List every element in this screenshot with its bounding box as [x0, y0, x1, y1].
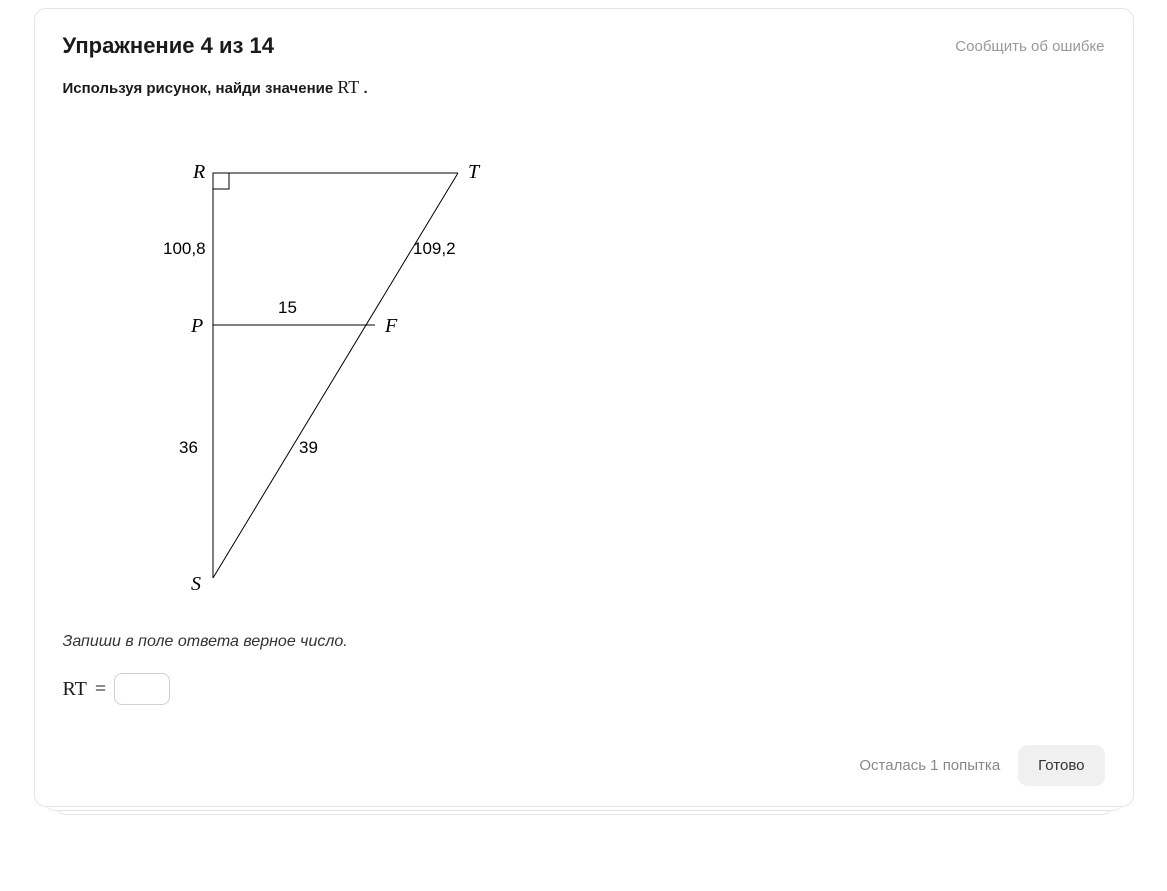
equals-sign: = [95, 678, 106, 701]
prompt-prefix: Используя рисунок, найди значение [63, 80, 338, 97]
svg-text:100,8: 100,8 [163, 239, 206, 258]
answer-row: RT = [63, 673, 1105, 705]
hint-text: Запиши в поле ответа верное число. [63, 633, 1105, 651]
exercise-card: Упражнение 4 из 14 Сообщить об ошибке Ис… [34, 8, 1134, 807]
svg-text:F: F [384, 315, 398, 337]
svg-text:15: 15 [278, 298, 297, 317]
header: Упражнение 4 из 14 Сообщить об ошибке [63, 33, 1105, 59]
svg-text:109,2: 109,2 [413, 239, 456, 258]
exercise-title: Упражнение 4 из 14 [63, 33, 274, 59]
svg-text:S: S [191, 573, 201, 595]
svg-text:T: T [468, 161, 481, 183]
report-error-link[interactable]: Сообщить об ошибке [955, 38, 1104, 55]
prompt-variable: RT [337, 77, 359, 97]
answer-label: RT [63, 678, 87, 701]
diagram: R T P F S 100,8 109,2 15 36 39 [103, 128, 1105, 603]
svg-text:R: R [192, 161, 205, 183]
svg-text:36: 36 [179, 438, 198, 457]
done-button[interactable]: Готово [1018, 745, 1104, 786]
answer-input[interactable] [114, 673, 170, 705]
footer: Осталась 1 попытка Готово [63, 745, 1105, 786]
svg-text:P: P [190, 315, 203, 337]
prompt-text: Используя рисунок, найди значение RT . [63, 77, 1105, 98]
geometry-figure: R T P F S 100,8 109,2 15 36 39 [103, 128, 503, 598]
prompt-suffix: . [359, 80, 367, 97]
svg-text:39: 39 [299, 438, 318, 457]
attempts-remaining: Осталась 1 попытка [859, 757, 1000, 774]
